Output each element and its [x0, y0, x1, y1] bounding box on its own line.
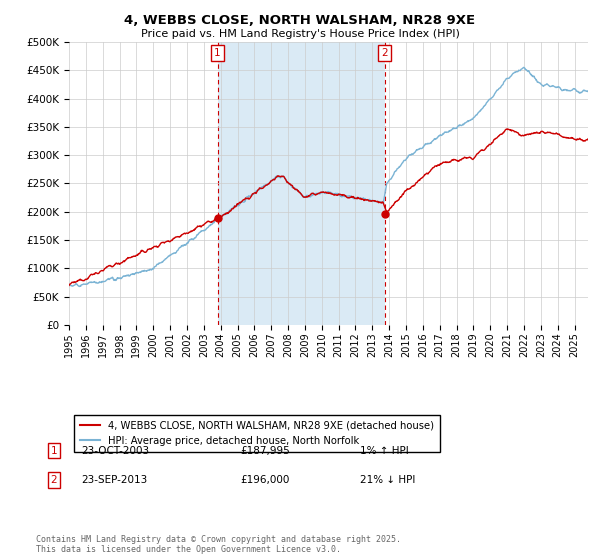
- Point: [213, 214, 223, 223]
- Text: 23-OCT-2003: 23-OCT-2003: [81, 446, 149, 456]
- Legend: 4, WEBBS CLOSE, NORTH WALSHAM, NR28 9XE (detached house), HPI: Average price, de: 4, WEBBS CLOSE, NORTH WALSHAM, NR28 9XE …: [74, 414, 440, 452]
- Text: Price paid vs. HM Land Registry's House Price Index (HPI): Price paid vs. HM Land Registry's House …: [140, 29, 460, 39]
- Text: 1% ↑ HPI: 1% ↑ HPI: [360, 446, 409, 456]
- Text: £187,995: £187,995: [240, 446, 290, 456]
- Text: 4, WEBBS CLOSE, NORTH WALSHAM, NR28 9XE: 4, WEBBS CLOSE, NORTH WALSHAM, NR28 9XE: [124, 14, 476, 27]
- Point: [380, 209, 389, 218]
- Text: 2: 2: [382, 48, 388, 58]
- Text: 23-SEP-2013: 23-SEP-2013: [81, 475, 147, 485]
- Text: 1: 1: [214, 48, 221, 58]
- Bar: [218, 42, 385, 325]
- Text: 21% ↓ HPI: 21% ↓ HPI: [360, 475, 415, 485]
- Text: £196,000: £196,000: [240, 475, 289, 485]
- Text: Contains HM Land Registry data © Crown copyright and database right 2025.
This d: Contains HM Land Registry data © Crown c…: [36, 535, 401, 554]
- Text: 1: 1: [50, 446, 58, 456]
- Text: 2: 2: [50, 475, 58, 485]
